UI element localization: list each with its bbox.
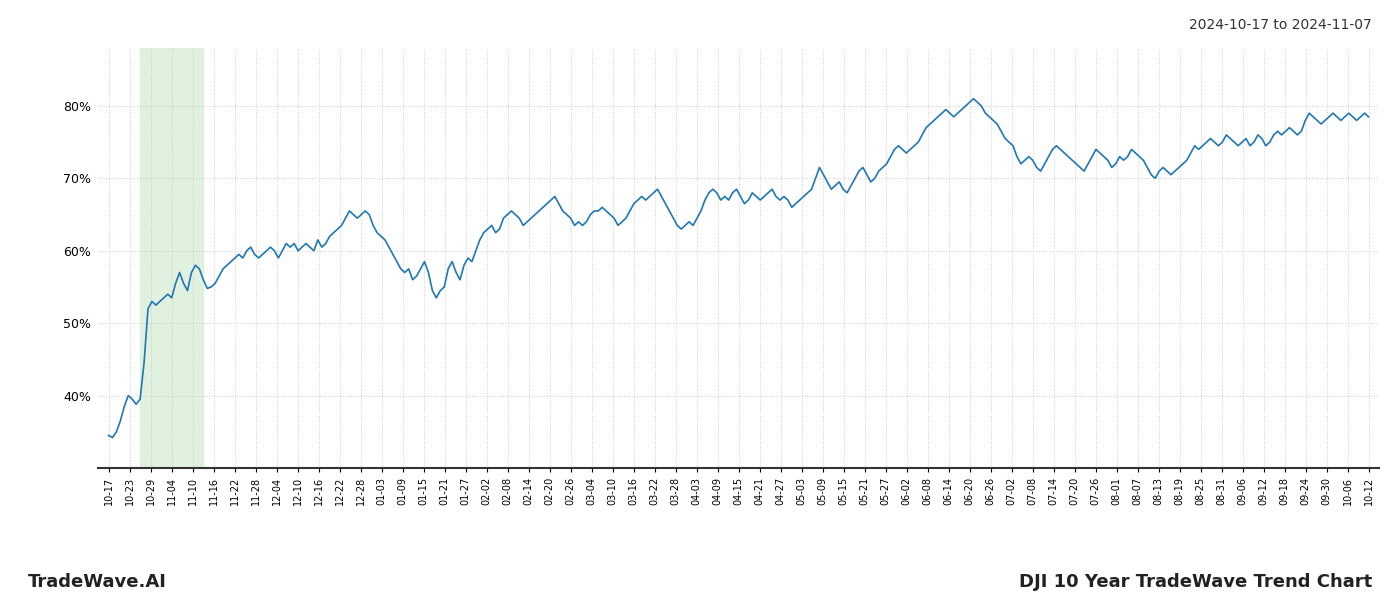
Text: DJI 10 Year TradeWave Trend Chart: DJI 10 Year TradeWave Trend Chart (1019, 573, 1372, 591)
Text: TradeWave.AI: TradeWave.AI (28, 573, 167, 591)
Text: 2024-10-17 to 2024-11-07: 2024-10-17 to 2024-11-07 (1189, 18, 1372, 32)
Bar (140, 48, 203, 468)
